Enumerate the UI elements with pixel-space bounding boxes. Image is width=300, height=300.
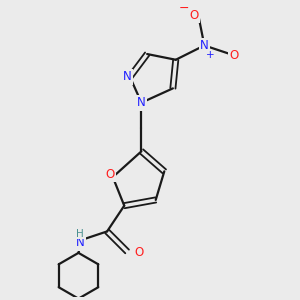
Text: O: O <box>105 168 115 181</box>
Text: O: O <box>134 246 143 260</box>
Text: +: + <box>206 50 215 61</box>
Text: N: N <box>137 96 146 109</box>
Text: H: H <box>76 229 84 239</box>
Text: N: N <box>200 39 209 52</box>
Text: O: O <box>230 49 239 62</box>
Text: −: − <box>178 2 189 15</box>
Text: O: O <box>190 9 199 22</box>
Text: N: N <box>123 70 131 83</box>
Text: N: N <box>76 236 84 249</box>
